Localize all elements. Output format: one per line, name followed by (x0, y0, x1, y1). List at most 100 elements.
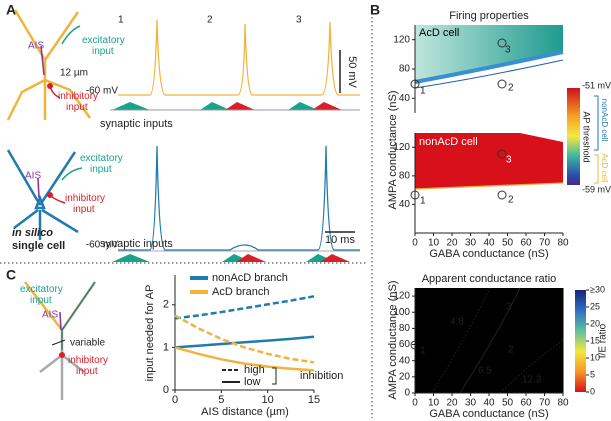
heatmap-cell (442, 304, 453, 313)
heatmap-cell (433, 328, 444, 337)
heatmap-cell (489, 312, 499, 321)
heatmap-cell (479, 304, 490, 313)
colorbar-tick-label: 0 (590, 386, 595, 396)
series-line (174, 295, 315, 320)
heatmap-cell (553, 296, 564, 305)
heatmap-cell (470, 328, 481, 337)
heatmap-cell (498, 312, 508, 321)
heatmap-cell (498, 336, 508, 346)
heatmap-cell (507, 384, 518, 394)
inputs-label: synaptic inputs (100, 238, 173, 250)
heatmap-cell (479, 352, 490, 362)
x-tick-label: 0 (412, 398, 418, 409)
y-tick-label: 80 (399, 64, 411, 75)
heatmap-cell (498, 288, 508, 297)
heatmap-cell (553, 336, 564, 346)
heatmap-cell (424, 368, 434, 378)
heatmap-cell (516, 336, 527, 346)
heatmap-cell (424, 288, 434, 297)
heatmap-cell (433, 384, 444, 394)
x-tick-label: 0 (412, 238, 418, 249)
heatmap-cell (433, 352, 444, 362)
heatmap-cell (535, 312, 545, 321)
bracket (594, 154, 599, 184)
series-line (174, 314, 315, 364)
y-tick-label: 80 (399, 170, 411, 181)
variable-label: variable (70, 338, 105, 349)
heatmap-cell (424, 352, 434, 362)
heatmap-cell (424, 320, 434, 329)
heatmap-cell (442, 360, 453, 370)
y-tick-label: 120 (393, 291, 410, 302)
panel-label: A (6, 2, 16, 18)
heatmap-cell (507, 368, 518, 378)
heatmap-cell (415, 360, 425, 370)
heatmap-cell (498, 296, 508, 305)
colorbar-tick-label: ≥30 (590, 284, 605, 294)
colorbar (567, 88, 580, 185)
heatmap-cell (507, 344, 518, 354)
heatmap-cell (442, 320, 453, 329)
heatmap-cell (526, 344, 536, 354)
heatmap-cell (526, 352, 536, 362)
heatmap-cell (461, 304, 471, 313)
scale-label: 10 ms (325, 234, 355, 246)
colorbar-title: AP threshold (582, 111, 592, 162)
heatmap-cell (424, 376, 434, 386)
x-tick-label: 20 (446, 398, 458, 409)
heatmap-bottom (415, 288, 564, 394)
heatmap-cell (516, 328, 527, 337)
point-label: 3 (506, 302, 512, 313)
heatmap-cell (507, 304, 518, 313)
heatmap-cell (507, 376, 518, 386)
heatmap-cell (461, 368, 471, 378)
heatmap-cell (507, 312, 518, 321)
neuron-orange (6, 9, 92, 121)
heatmap-cell (544, 384, 555, 394)
synapse (47, 192, 53, 198)
series-line (174, 346, 315, 372)
x-axis-label: GABA conductance (nS) (429, 248, 548, 260)
heatmap-cell (452, 304, 462, 313)
heatmap-cell (544, 320, 555, 329)
heatmap-cell (424, 336, 434, 346)
heatmap-cell (470, 368, 481, 378)
heatmap-cell (526, 320, 536, 329)
cell-label: single cell (12, 240, 65, 252)
legend-title: inhibition (300, 370, 343, 382)
heatmap-cell (433, 376, 444, 386)
heatmap-cell (461, 288, 471, 297)
heatmap-cell (526, 360, 536, 370)
heatmap-cell (433, 296, 444, 305)
heatmap-cell (535, 368, 545, 378)
heatmap-cell (479, 328, 490, 337)
heatmap-cell (442, 336, 453, 346)
heatmap-cell (526, 336, 536, 346)
heatmap-cell (516, 384, 527, 394)
heatmap-cell (489, 344, 499, 354)
heatmap-cell (461, 296, 471, 305)
heatmap-cell (535, 304, 545, 313)
heatmap-cell (526, 376, 536, 386)
label: inhibitory (68, 355, 108, 366)
x-tick-label: 0 (172, 394, 178, 406)
heatmap-cell (479, 376, 490, 386)
y-tick-label: 20 (399, 371, 411, 382)
heatmap-cell (470, 288, 481, 297)
contour-label: 12.3 (522, 375, 542, 386)
heatmap-cell (516, 344, 527, 354)
arrow (51, 339, 66, 346)
colorbar-title: I/E ratio (598, 323, 609, 358)
y-tick-label: 40 (399, 93, 411, 104)
series-line (174, 335, 315, 349)
rest-label: -60 mV (86, 240, 119, 251)
distance-label: 12 µm (60, 68, 88, 79)
inputs-label: synaptic inputs (100, 118, 173, 130)
heatmap-cell (507, 328, 518, 337)
heatmap-cell (489, 376, 499, 386)
synapse (59, 352, 65, 358)
heatmap-cell (452, 360, 462, 370)
cell-label: in silico (12, 227, 53, 239)
heatmap-cell (442, 344, 453, 354)
heatmap-cell (433, 344, 444, 354)
